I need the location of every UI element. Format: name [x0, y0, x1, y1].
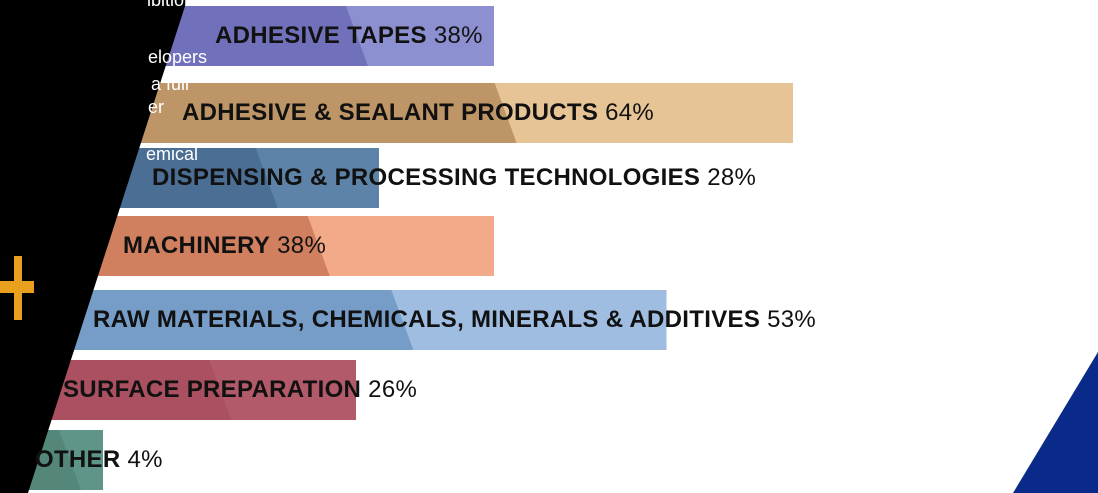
bar-label: ADHESIVE TAPES 38%: [215, 21, 483, 51]
bar-shade: [130, 83, 517, 143]
bar-label: ADHESIVE & SEALANT PRODUCTS 64%: [182, 98, 654, 128]
category-label: DISPENSING & PROCESSING TECHNOLOGIES: [152, 164, 701, 191]
side-text-line: elopers: [148, 47, 208, 67]
side-text-line: a full: [151, 74, 190, 94]
value-label: 26%: [368, 376, 418, 403]
category-label: SURFACE PREPARATION: [63, 376, 362, 403]
category-label: RAW MATERIALS, CHEMICALS, MINERALS & ADD…: [93, 306, 761, 333]
bar-label: DISPENSING & PROCESSING TECHNOLOGIES 28%: [152, 163, 756, 193]
value-label: 38%: [433, 22, 483, 49]
side-text-line: ibition: [147, 0, 195, 10]
bar-label: RAW MATERIALS, CHEMICALS, MINERALS & ADD…: [93, 305, 816, 335]
bar-label: MACHINERY 38%: [123, 231, 326, 261]
value-label: 64%: [605, 99, 655, 126]
value-label: 4%: [127, 446, 163, 473]
bar-label: SURFACE PREPARATION 26%: [63, 375, 417, 405]
side-text-line: emical: [146, 144, 199, 164]
value-label: 53%: [767, 306, 817, 333]
side-description-text: ibition elopers a full er emical: [0, 0, 207, 200]
category-label: MACHINERY: [123, 232, 271, 259]
category-label: ADHESIVE & SEALANT PRODUCTS: [182, 99, 599, 126]
bar-shade: [165, 6, 368, 66]
category-label: OTHER: [35, 446, 121, 473]
category-label: ADHESIVE TAPES: [215, 22, 427, 49]
side-text-line: er: [148, 97, 165, 117]
value-label: 38%: [277, 232, 327, 259]
bar-label: OTHER 4%: [35, 445, 163, 475]
value-label: 28%: [707, 164, 757, 191]
